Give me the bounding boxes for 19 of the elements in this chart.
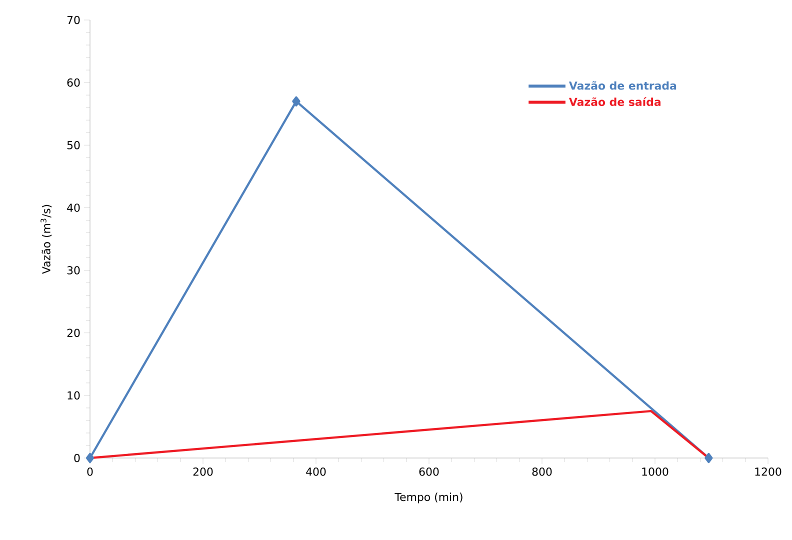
y-tick-label: 30 bbox=[67, 266, 80, 274]
x-tick-label: 400 bbox=[306, 468, 326, 476]
y-tick-label: 10 bbox=[68, 391, 80, 400]
y-axis-title: Vazão (m$^{3}$/s) bbox=[40, 204, 52, 274]
x-tick-label: 0 bbox=[87, 468, 93, 476]
x-tick-label: 1000 bbox=[642, 468, 668, 476]
y-tick-label: 70 bbox=[67, 16, 80, 24]
x-tick-label: 600 bbox=[419, 468, 439, 476]
x-axis-title: Tempo (min) bbox=[394, 492, 462, 504]
x-tick-label: 1200 bbox=[755, 468, 782, 476]
legend-label: Vazão de entrada bbox=[568, 81, 676, 90]
y-tick-label: 40 bbox=[67, 204, 80, 212]
y-tick-label: 50 bbox=[67, 141, 80, 150]
y-tick-label: 20 bbox=[67, 328, 80, 338]
y-tick-label: 60 bbox=[67, 78, 80, 87]
x-tick-label: 800 bbox=[532, 468, 552, 476]
x-tick-label: 200 bbox=[193, 468, 213, 476]
y-tick-label: 0 bbox=[74, 454, 80, 462]
legend-label: Vazão de saída bbox=[568, 97, 660, 106]
